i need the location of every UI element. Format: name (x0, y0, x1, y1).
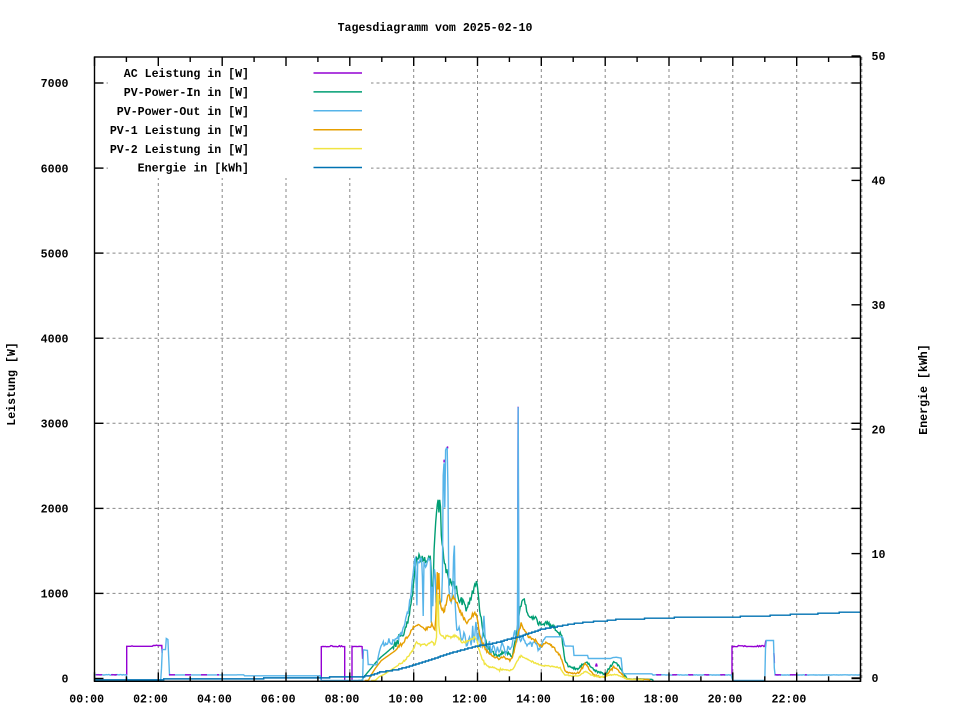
svg-text:22:00: 22:00 (772, 694, 807, 707)
svg-text:10: 10 (872, 549, 886, 562)
svg-text:5000: 5000 (41, 248, 69, 261)
svg-text:PV-1 Leistung in [W]: PV-1 Leistung in [W] (110, 125, 249, 138)
svg-text:20:00: 20:00 (708, 694, 743, 707)
svg-text:1000: 1000 (41, 589, 69, 602)
svg-text:PV-2 Leistung in [W]: PV-2 Leistung in [W] (110, 144, 249, 157)
svg-text:50: 50 (872, 51, 886, 64)
svg-text:2000: 2000 (41, 504, 69, 517)
svg-text:0: 0 (62, 674, 69, 687)
svg-text:Energie in [kWh]: Energie in [kWh] (138, 163, 249, 176)
svg-text:10:00: 10:00 (389, 694, 424, 707)
svg-text:4000: 4000 (41, 333, 69, 346)
svg-text:3000: 3000 (41, 419, 69, 432)
svg-text:06:00: 06:00 (261, 694, 296, 707)
svg-text:Leistung [W]: Leistung [W] (6, 342, 19, 426)
svg-text:20: 20 (872, 424, 886, 437)
svg-text:6000: 6000 (41, 163, 69, 176)
svg-text:04:00: 04:00 (197, 694, 232, 707)
svg-text:40: 40 (872, 176, 886, 189)
svg-text:30: 30 (872, 300, 886, 313)
svg-text:08:00: 08:00 (325, 694, 360, 707)
svg-text:12:00: 12:00 (452, 694, 487, 707)
svg-text:7000: 7000 (41, 78, 69, 91)
svg-text:18:00: 18:00 (644, 694, 679, 707)
svg-text:14:00: 14:00 (516, 694, 551, 707)
svg-text:0: 0 (872, 673, 879, 686)
svg-text:02:00: 02:00 (133, 694, 168, 707)
svg-text:Energie [kWh]: Energie [kWh] (918, 344, 931, 434)
svg-text:00:00: 00:00 (69, 694, 104, 707)
svg-text:PV-Power-Out in [W]: PV-Power-Out in [W] (117, 106, 249, 119)
svg-text:PV-Power-In in [W]: PV-Power-In in [W] (124, 87, 249, 100)
svg-text:16:00: 16:00 (580, 694, 615, 707)
svg-text:Tagesdiagramm vom 2025-02-10: Tagesdiagramm vom 2025-02-10 (338, 22, 533, 35)
svg-text:AC Leistung in [W]: AC Leistung in [W] (124, 68, 249, 81)
